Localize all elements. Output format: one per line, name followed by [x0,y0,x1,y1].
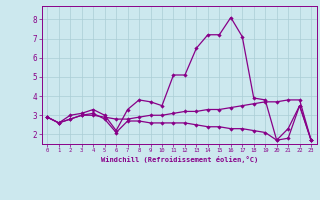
X-axis label: Windchill (Refroidissement éolien,°C): Windchill (Refroidissement éolien,°C) [100,156,258,163]
